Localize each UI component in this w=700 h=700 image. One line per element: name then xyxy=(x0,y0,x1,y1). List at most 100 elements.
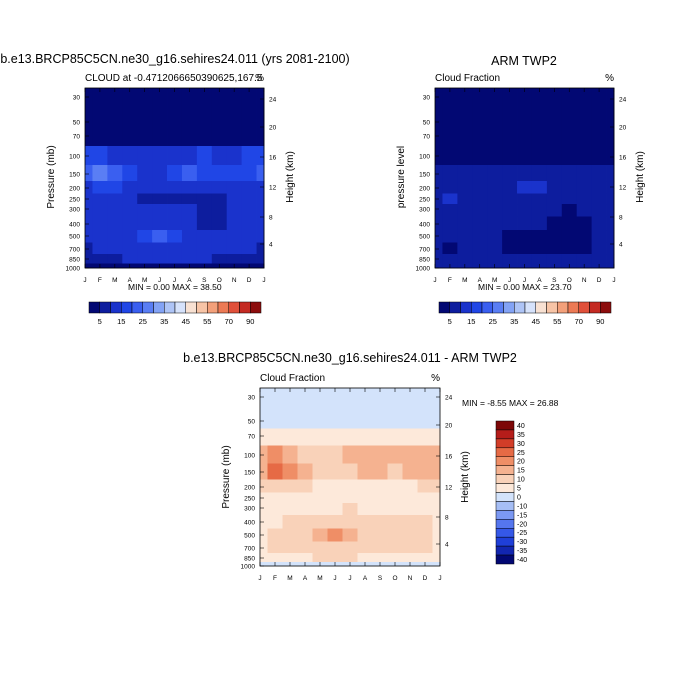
x-tick-label: J xyxy=(508,277,511,284)
colorbar-label: 70 xyxy=(225,317,233,326)
heatmap-cell xyxy=(561,165,578,182)
x-tick-label: F xyxy=(273,575,277,582)
heatmap-cell xyxy=(211,129,228,147)
heatmap-cell xyxy=(417,388,433,410)
colorbar-swatch xyxy=(495,429,515,440)
heatmap-cell xyxy=(372,409,388,429)
heatmap-cell xyxy=(312,553,328,563)
heatmap-cell xyxy=(312,515,328,529)
heatmap-cell xyxy=(196,254,213,264)
heatmap-cell xyxy=(546,146,563,166)
heatmap-cell xyxy=(241,146,257,166)
heatmap-cell xyxy=(442,216,458,231)
colorbar-label: 15 xyxy=(467,317,475,326)
heatmap-cell xyxy=(517,146,533,166)
y-tick-label: 100 xyxy=(69,153,80,160)
heatmap-cell xyxy=(387,541,403,554)
heatmap-cell xyxy=(137,129,153,147)
heatmap-cell xyxy=(256,193,265,205)
x-tick-label: M xyxy=(317,575,322,582)
panel-subtitle-right: % xyxy=(431,373,440,384)
panel-observation: ARM TWP2 Cloud Fraction % pressure level… xyxy=(396,54,646,326)
heatmap-cell xyxy=(152,88,168,110)
heatmap-cell xyxy=(357,541,373,554)
y-tick-label: 150 xyxy=(419,171,430,178)
y-tick-label: 30 xyxy=(423,94,431,101)
x-tick-label: A xyxy=(478,277,483,284)
heatmap-cells xyxy=(435,88,615,269)
heatmap-cell xyxy=(591,165,607,182)
heatmap-cell xyxy=(181,216,198,231)
heatmap-cell xyxy=(297,503,313,516)
y-tick-label: 300 xyxy=(419,206,430,213)
heatmap-cell xyxy=(342,492,358,504)
heatmap-cell xyxy=(107,146,123,166)
heatmap-cell xyxy=(282,428,298,446)
panel-subtitle-right: % xyxy=(255,73,264,84)
heatmap-cell xyxy=(417,515,433,529)
heatmap-cell xyxy=(226,88,243,110)
heatmap-cell xyxy=(282,541,298,554)
heatmap-cell xyxy=(372,388,388,410)
panel-title: b.e13.BRCP85C5CN.ne30_g16.sehires24.011 … xyxy=(0,52,349,66)
min-max-readout: MIN = -8.55 MAX = 26.88 xyxy=(462,398,559,408)
heatmap-cell xyxy=(606,165,615,182)
x-tick-label: J xyxy=(333,575,336,582)
colorbar-swatch xyxy=(503,301,515,314)
heatmap-cell xyxy=(297,553,313,563)
heatmap-cell xyxy=(372,553,388,563)
heatmap-cell xyxy=(282,409,298,429)
heatmap-cell xyxy=(196,204,213,217)
heatmap-cell xyxy=(267,515,283,529)
heatmap-cell xyxy=(92,230,108,243)
colorbar: 40 35 30 25 20 15 10 50 -10 -15 -20 -25 -30 -35 -40 xyxy=(495,420,527,565)
heatmap-cell xyxy=(327,553,343,563)
colorbar-label: 45 xyxy=(532,317,540,326)
colorbar-label: 10 xyxy=(517,477,525,484)
colorbar-swatch xyxy=(535,301,547,314)
panel-subtitle-left: Cloud Fraction xyxy=(260,373,325,384)
y-tick-label: 70 xyxy=(423,133,431,140)
y-tick-label: 300 xyxy=(244,505,255,512)
heatmap-cell xyxy=(502,109,518,130)
heatmap-cell xyxy=(226,216,243,231)
heatmap-cell xyxy=(387,463,403,480)
colorbar-label: 55 xyxy=(203,317,211,326)
heatmap-cell xyxy=(442,181,458,194)
heatmap-cell xyxy=(531,230,548,243)
heatmap-cell xyxy=(402,528,418,542)
heatmap-cell xyxy=(432,528,441,542)
heatmap-cell xyxy=(457,88,473,110)
heatmap-cell xyxy=(312,492,328,504)
y-right-tick-label: 24 xyxy=(269,96,277,103)
heatmap-cell xyxy=(606,129,615,147)
heatmap-cell xyxy=(502,193,518,205)
heatmap-cell xyxy=(546,216,563,231)
colorbar-swatch xyxy=(546,301,558,314)
heatmap-cell xyxy=(531,109,548,130)
heatmap-cell xyxy=(531,146,548,166)
x-tick-label: M xyxy=(462,277,467,284)
heatmap-cells xyxy=(85,88,265,269)
heatmap-cell xyxy=(92,204,108,217)
heatmap-cell xyxy=(606,254,615,264)
heatmap-cell xyxy=(342,515,358,529)
heatmap-cell xyxy=(487,216,503,231)
heatmap-cell xyxy=(435,165,443,182)
heatmap-cell xyxy=(472,88,488,110)
panel-subtitle-left: Cloud Fraction xyxy=(435,73,500,84)
colorbar-label: -40 xyxy=(517,557,527,564)
heatmap-cell xyxy=(107,109,123,130)
x-tick-label: M xyxy=(492,277,497,284)
heatmap-cell xyxy=(256,165,265,182)
heatmap-cell xyxy=(211,242,228,255)
heatmap-cell xyxy=(267,553,283,563)
heatmap-cell xyxy=(256,109,265,130)
heatmap-cell xyxy=(442,254,458,264)
heatmap-cell xyxy=(561,88,578,110)
heatmap-cell xyxy=(196,193,213,205)
heatmap-cell xyxy=(502,165,518,182)
heatmap-cell xyxy=(517,230,533,243)
colorbar-swatch xyxy=(228,301,240,314)
heatmap-cell xyxy=(591,109,607,130)
